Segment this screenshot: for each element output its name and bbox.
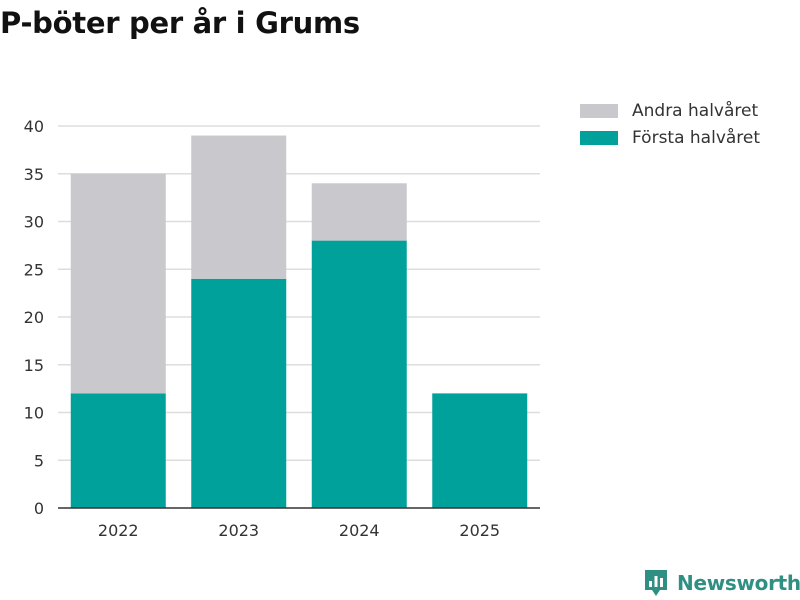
x-tick-label-2022: 2022 bbox=[98, 521, 139, 540]
x-tick-label-2023: 2023 bbox=[218, 521, 259, 540]
y-tick-label-30: 30 bbox=[24, 213, 44, 232]
legend-label-andra: Andra halvåret bbox=[632, 100, 759, 121]
y-tick-label-0: 0 bbox=[34, 499, 44, 518]
y-tick-label-20: 20 bbox=[24, 308, 44, 327]
y-tick-label-35: 35 bbox=[24, 165, 44, 184]
x-axis: 2022 2023 2024 2025 bbox=[58, 507, 540, 540]
y-tick-label-15: 15 bbox=[24, 356, 44, 375]
bar-2023-f-rsta-halv-ret bbox=[191, 278, 287, 508]
legend-item-forsta: Första halvåret bbox=[580, 124, 760, 151]
newsworthy-logo-text: Newsworthy bbox=[677, 571, 800, 595]
legend-swatch-forsta bbox=[580, 130, 618, 145]
legend-item-andra: Andra halvåret bbox=[580, 97, 760, 124]
bar-2022-f-rsta-halv-ret bbox=[70, 393, 166, 508]
y-tick-label-10: 10 bbox=[24, 404, 44, 423]
x-tick-label-2025: 2025 bbox=[459, 521, 500, 540]
newsworthy-logo-icon bbox=[645, 570, 667, 596]
chart-title: P-böter per år i Grums bbox=[0, 6, 360, 40]
y-tick-label-40: 40 bbox=[24, 117, 44, 136]
legend-label-forsta: Första halvåret bbox=[632, 127, 761, 148]
y-tick-label-5: 5 bbox=[34, 451, 44, 470]
legend: Andra halvåret Första halvåret bbox=[580, 97, 760, 151]
legend-swatch-andra bbox=[580, 103, 618, 118]
bar-2024-andra-halv-ret bbox=[311, 183, 407, 241]
bar-2025-f-rsta-halv-ret bbox=[432, 393, 528, 508]
bars bbox=[70, 135, 528, 508]
bar-2023-andra-halv-ret bbox=[191, 135, 287, 279]
bar-2024-f-rsta-halv-ret bbox=[311, 240, 407, 508]
newsworthy-logo: Newsworthy bbox=[643, 568, 800, 598]
y-tick-label-25: 25 bbox=[24, 260, 44, 279]
bar-2022-andra-halv-ret bbox=[70, 173, 166, 394]
y-axis: 0 5 10 15 20 25 30 35 40 bbox=[24, 117, 44, 518]
x-tick-label-2024: 2024 bbox=[339, 521, 380, 540]
